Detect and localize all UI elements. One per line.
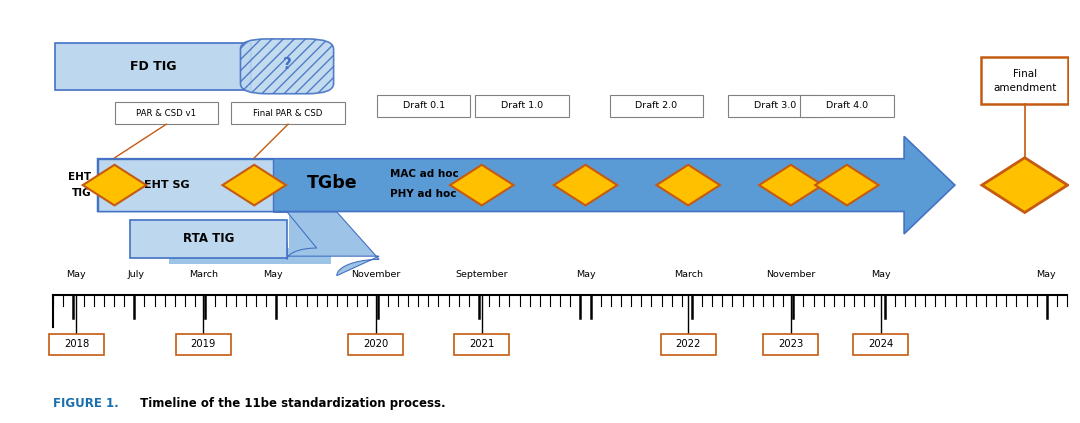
Text: TIG: TIG <box>71 188 91 198</box>
Text: PAR & CSD v1: PAR & CSD v1 <box>136 109 197 118</box>
Text: March: March <box>674 270 703 279</box>
Text: 2020: 2020 <box>363 339 389 349</box>
Text: Final PAR & CSD: Final PAR & CSD <box>254 109 323 118</box>
Polygon shape <box>450 165 514 206</box>
FancyBboxPatch shape <box>853 334 908 355</box>
FancyBboxPatch shape <box>800 95 893 117</box>
Text: 2024: 2024 <box>868 339 893 349</box>
FancyBboxPatch shape <box>728 95 822 117</box>
Text: 2018: 2018 <box>64 339 89 349</box>
Text: RTA TIG: RTA TIG <box>183 232 234 245</box>
Text: Draft 0.1: Draft 0.1 <box>403 101 445 110</box>
FancyBboxPatch shape <box>289 212 332 258</box>
Polygon shape <box>168 212 379 276</box>
Text: EHT: EHT <box>68 172 91 182</box>
Polygon shape <box>759 165 823 206</box>
Text: Final: Final <box>1013 69 1037 80</box>
Text: May: May <box>870 270 891 279</box>
Text: November: November <box>351 270 401 279</box>
Text: Draft 4.0: Draft 4.0 <box>826 101 868 110</box>
FancyBboxPatch shape <box>231 102 346 124</box>
FancyBboxPatch shape <box>982 57 1068 104</box>
Text: TGbe: TGbe <box>307 174 357 192</box>
Text: FD TIG: FD TIG <box>130 60 176 73</box>
Text: March: March <box>189 270 218 279</box>
Polygon shape <box>97 136 955 234</box>
Text: July: July <box>127 270 145 279</box>
FancyBboxPatch shape <box>377 95 470 117</box>
Text: May: May <box>67 270 86 279</box>
Text: EHT SG: EHT SG <box>144 180 189 190</box>
Text: FIGURE 1.: FIGURE 1. <box>53 397 119 409</box>
FancyBboxPatch shape <box>97 159 273 212</box>
Polygon shape <box>982 158 1068 212</box>
Text: 2019: 2019 <box>191 339 216 349</box>
FancyBboxPatch shape <box>475 95 568 117</box>
Text: Timeline of the 11be standardization process.: Timeline of the 11be standardization pro… <box>136 397 445 409</box>
Polygon shape <box>554 165 618 206</box>
Text: Draft 2.0: Draft 2.0 <box>635 101 677 110</box>
FancyBboxPatch shape <box>241 39 334 94</box>
FancyBboxPatch shape <box>455 334 510 355</box>
Polygon shape <box>657 165 720 206</box>
FancyBboxPatch shape <box>131 220 287 258</box>
Text: amendment: amendment <box>993 83 1056 93</box>
FancyBboxPatch shape <box>49 334 104 355</box>
Text: 2022: 2022 <box>675 339 701 349</box>
Text: May: May <box>1036 270 1056 279</box>
Text: MAC ad hoc: MAC ad hoc <box>390 169 458 179</box>
Text: May: May <box>264 270 283 279</box>
FancyBboxPatch shape <box>661 334 716 355</box>
FancyBboxPatch shape <box>168 248 332 264</box>
Text: Draft 3.0: Draft 3.0 <box>754 101 796 110</box>
FancyBboxPatch shape <box>55 43 251 90</box>
Text: November: November <box>766 270 815 279</box>
Polygon shape <box>83 165 146 206</box>
Text: PHY ad hoc: PHY ad hoc <box>390 189 456 199</box>
Text: May: May <box>576 270 595 279</box>
Text: September: September <box>456 270 508 279</box>
FancyBboxPatch shape <box>176 334 231 355</box>
FancyBboxPatch shape <box>764 334 819 355</box>
FancyBboxPatch shape <box>114 102 218 124</box>
Text: 2023: 2023 <box>779 339 804 349</box>
Text: 2021: 2021 <box>469 339 495 349</box>
Polygon shape <box>222 165 286 206</box>
FancyBboxPatch shape <box>610 95 703 117</box>
Polygon shape <box>815 165 879 206</box>
Text: ?: ? <box>283 57 292 72</box>
FancyBboxPatch shape <box>349 334 404 355</box>
Text: Draft 1.0: Draft 1.0 <box>501 101 543 110</box>
